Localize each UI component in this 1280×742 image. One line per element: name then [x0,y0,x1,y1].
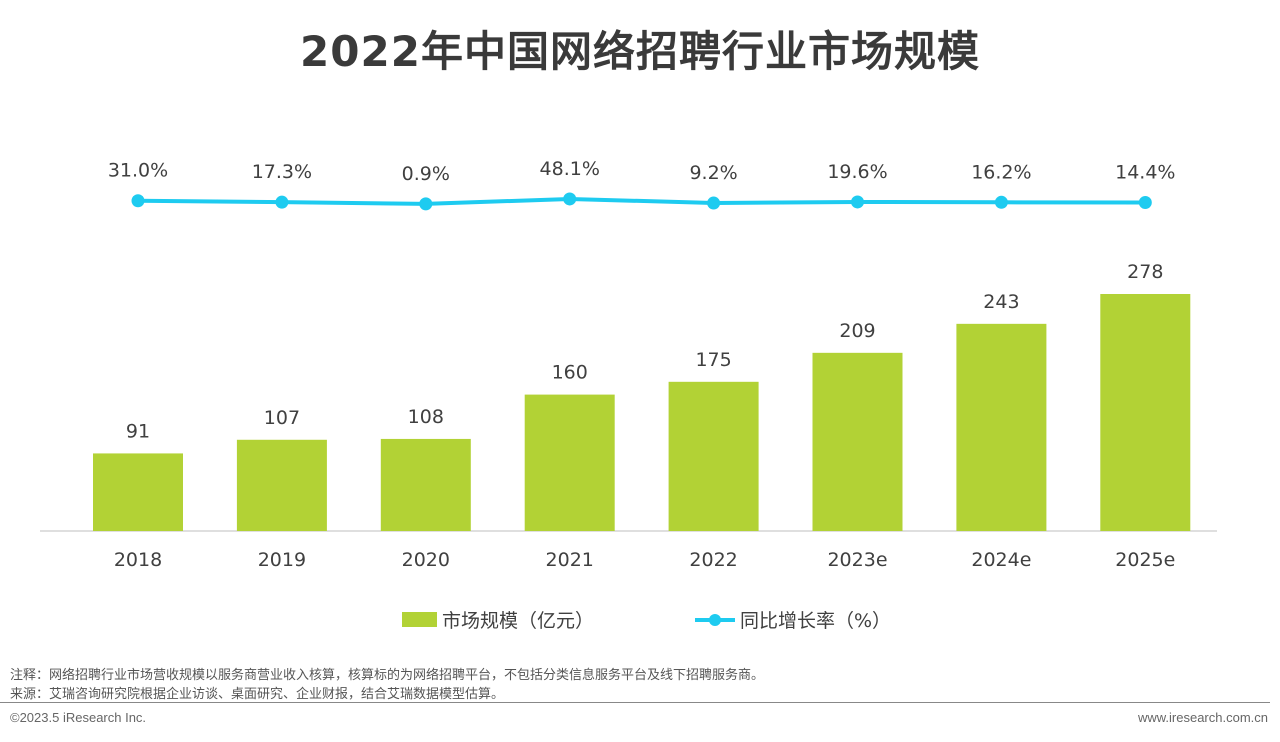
bar-value-label: 209 [839,320,875,342]
growth-label: 48.1% [540,158,600,180]
growth-label: 0.9% [402,163,450,185]
bar-value-label: 175 [695,349,731,371]
x-tick-label: 2022 [689,549,737,571]
growth-label: 14.4% [1115,161,1175,183]
growth-point [275,195,289,209]
x-tick-label: 2019 [258,549,306,571]
growth-label: 9.2% [689,162,737,184]
x-tick-label: 2020 [402,549,450,571]
bar [812,352,903,531]
growth-point [419,197,433,211]
website: www.iresearch.com.cn [1137,710,1268,725]
footnote: 注释：网络招聘行业市场营收规模以服务商营业收入核算，核算标的为网络招聘平台，不包… [10,668,765,683]
bar [236,439,327,531]
bar [1100,294,1191,531]
bar [668,381,759,531]
x-tick-label: 2021 [546,549,594,571]
bar-value-label: 108 [408,406,444,428]
growth-label: 17.3% [252,161,312,183]
legend-bar-label: 市场规模（亿元） [442,610,594,632]
x-tick-label: 2024e [971,549,1031,571]
bar-value-label: 160 [552,362,588,384]
growth-point [707,196,721,210]
chart-title: 2022年中国网络招聘行业市场规模 [300,27,980,76]
bar-value-label: 107 [264,407,300,429]
bar [380,438,471,531]
x-tick-label: 2023e [827,549,887,571]
growth-point [851,195,864,209]
legend-bar-swatch [402,612,437,627]
growth-point [1138,195,1152,209]
bar-value-label: 278 [1127,261,1163,283]
growth-point [131,194,145,208]
source-note: 来源：艾瑞咨询研究院根据企业访谈、桌面研究、企业财报，结合艾瑞数据模型估算。 [10,687,505,702]
legend-line-marker [709,614,721,626]
growth-label: 31.0% [108,160,168,182]
growth-line [137,196,1146,206]
bar-value-label: 243 [983,291,1019,313]
growth-point [994,195,1008,209]
bar [524,394,615,531]
growth-label: 16.2% [971,161,1031,183]
footer-divider [0,702,1270,703]
copyright: ©2023.5 iResearch Inc. [10,710,147,725]
x-tick-label: 2018 [114,549,162,571]
bar [93,453,183,531]
bar-value-label: 91 [126,420,150,442]
growth-label: 19.6% [827,161,887,183]
bar [956,323,1047,531]
growth-point [563,192,577,206]
legend-line-label: 同比增长率（%） [740,610,891,632]
x-tick-label: 2025e [1115,549,1175,571]
